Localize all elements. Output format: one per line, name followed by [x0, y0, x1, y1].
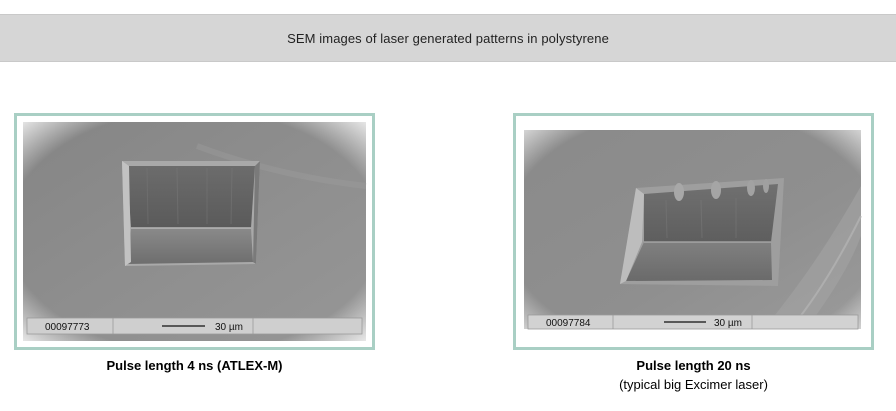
caption-title: Pulse length 20 ns [636, 358, 751, 373]
page-title: SEM images of laser generated patterns i… [287, 30, 609, 46]
caption-title: Pulse length 4 ns (ATLEX-M) [106, 358, 283, 373]
caption-4ns: Pulse length 4 ns (ATLEX-M) [14, 356, 375, 375]
sem-image-frame-4ns: 00097773 30 µm [14, 113, 375, 350]
sem-image-id-label: 00097773 [45, 322, 90, 333]
sem-image-frame-20ns: 00097784 30 µm [513, 113, 874, 350]
scale-bar-label: 30 µm [215, 322, 243, 333]
sem-image-id-label: 00097784 [546, 318, 591, 329]
page-header-bar: SEM images of laser generated patterns i… [0, 14, 896, 62]
sem-image-20ns: 00097784 30 µm [516, 116, 871, 347]
caption-20ns: Pulse length 20 ns (typical big Excimer … [513, 356, 874, 394]
scale-bar-label: 30 µm [714, 318, 742, 329]
sem-image-4ns: 00097773 30 µm [17, 116, 372, 347]
caption-subtitle: (typical big Excimer laser) [619, 377, 768, 392]
